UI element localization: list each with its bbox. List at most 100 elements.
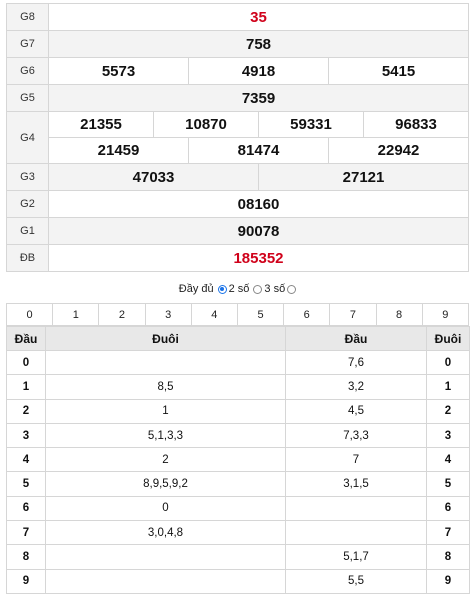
row-head-values: 5,1,7 — [285, 544, 427, 570]
row-tail-values: 3,0,4,8 — [45, 520, 286, 546]
row-tail-values — [45, 349, 286, 376]
option-three-digits[interactable]: 3 số — [251, 283, 298, 295]
prize-label: G3 — [6, 163, 49, 191]
results-table: G8 35 G7 758 G6 5573 4918 5415 G5 7359 G… — [6, 3, 469, 272]
row-head-values — [285, 495, 427, 522]
row-tail-values: 5,1,3,3 — [45, 422, 286, 449]
row-tail-values — [45, 568, 286, 594]
row-head-values: 3,2 — [285, 374, 427, 400]
row-head-digit: 0 — [6, 349, 46, 376]
display-mode-toggle: Đầy đủ 2 số 3 số — [6, 276, 469, 302]
digit-button-4[interactable]: 4 — [190, 303, 238, 326]
prize-value: 7359 — [48, 84, 469, 112]
prize-value: 4918 — [188, 57, 329, 85]
prize-value: 81474 — [188, 137, 329, 164]
prize-value: 10870 — [153, 111, 259, 138]
prize-label: G4 — [6, 111, 49, 164]
prize-value: 5415 — [328, 57, 469, 85]
digit-button-0[interactable]: 0 — [5, 303, 54, 326]
row-tail-values — [45, 544, 286, 570]
option-three-label: 3 số — [264, 283, 286, 295]
row-tail-digit: 9 — [426, 568, 470, 594]
prize-row-db: ĐB 185352 — [6, 244, 469, 272]
prize-label: ĐB — [6, 244, 49, 272]
prize-value: 90078 — [48, 217, 469, 245]
row-head-values: 5,5 — [285, 568, 427, 594]
row-head-digit: 3 — [6, 422, 46, 449]
header-duoi-2: Đuôi — [426, 326, 470, 351]
row-head-digit: 7 — [6, 520, 46, 546]
row-head-values: 7,3,3 — [285, 422, 427, 449]
header-duoi: Đuôi — [45, 326, 286, 351]
row-head-values: 3,1,5 — [285, 471, 427, 497]
table-row: 0 7,6 0 — [6, 349, 470, 376]
row-tail-digit: 3 — [426, 422, 470, 449]
digit-button-1[interactable]: 1 — [52, 303, 100, 326]
row-head-digit: 9 — [6, 568, 46, 594]
option-full[interactable]: Đầy đủ — [179, 283, 214, 295]
row-tail-digit: 4 — [426, 447, 470, 473]
row-head-digit: 6 — [6, 495, 46, 522]
row-tail-values: 1 — [45, 398, 286, 424]
header-dau-2: Đầu — [285, 326, 427, 351]
prize-value: 59331 — [258, 111, 364, 138]
table-row: 5 8,9,5,9,2 3,1,5 5 — [6, 471, 470, 497]
row-tail-digit: 1 — [426, 374, 470, 400]
row-head-digit: 4 — [6, 447, 46, 473]
prize-row-g5: G5 7359 — [6, 84, 469, 112]
prize-value: 5573 — [48, 57, 189, 85]
prize-label: G5 — [6, 84, 49, 112]
row-tail-digit: 5 — [426, 471, 470, 497]
row-head-values: 7,6 — [285, 349, 427, 376]
row-tail-digit: 2 — [426, 398, 470, 424]
table-row: 9 5,5 9 — [6, 568, 470, 594]
prize-value: 21459 — [48, 137, 189, 164]
row-head-digit: 8 — [6, 544, 46, 570]
header-dau: Đầu — [6, 326, 46, 351]
prize-label: G1 — [6, 217, 49, 245]
prize-value: 758 — [48, 30, 469, 58]
radio-unchecked-icon[interactable] — [287, 284, 297, 294]
digit-button-6[interactable]: 6 — [283, 303, 331, 326]
radio-unchecked-icon[interactable] — [253, 284, 263, 294]
prize-row-g4-second: 21459 81474 22942 — [7, 137, 469, 164]
prize-value: 21355 — [48, 111, 154, 138]
option-full-label: Đầy đủ — [178, 283, 214, 295]
row-head-values — [285, 520, 427, 546]
digit-button-8[interactable]: 8 — [375, 303, 423, 326]
prize-value: 35 — [48, 3, 469, 31]
row-head-values: 7 — [285, 447, 427, 473]
radio-checked-icon[interactable] — [217, 284, 227, 294]
digit-button-2[interactable]: 2 — [98, 303, 146, 326]
prize-label: G2 — [6, 190, 49, 218]
prize-row-g3: G3 47033 27121 — [6, 163, 469, 191]
table-row: 2 1 4,5 2 — [6, 398, 470, 424]
row-tail-digit: 7 — [426, 520, 470, 546]
prize-value: 08160 — [48, 190, 469, 218]
row-tail-digit: 6 — [426, 495, 470, 522]
prize-row-g4: G4 21355 10870 59331 96833 — [6, 111, 469, 164]
prize-row-g7: G7 758 — [6, 30, 469, 58]
option-two-digits[interactable]: 2 số — [216, 283, 250, 295]
prize-row-g1: G1 90078 — [6, 217, 469, 245]
row-tail-values: 8,9,5,9,2 — [45, 471, 286, 497]
option-two-label: 2 số — [228, 283, 250, 295]
row-tail-digit: 0 — [426, 349, 470, 376]
digit-button-7[interactable]: 7 — [329, 303, 377, 326]
prize-value: 47033 — [48, 163, 259, 191]
loto-table: Đầu Đuôi Đầu Đuôi 0 7,6 0 1 8,5 3,2 1 2 1 4,5 2 3 5,… — [6, 326, 470, 594]
row-tail-values: 8,5 — [45, 374, 286, 400]
row-head-values: 4,5 — [285, 398, 427, 424]
digit-button-9[interactable]: 9 — [421, 303, 470, 326]
digit-button-3[interactable]: 3 — [144, 303, 192, 326]
row-head-digit: 1 — [6, 374, 46, 400]
digit-button-5[interactable]: 5 — [236, 303, 285, 326]
row-tail-values: 2 — [45, 447, 286, 473]
prize-value: 96833 — [363, 111, 469, 138]
prize-value: 27121 — [258, 163, 469, 191]
prize-label: G7 — [6, 30, 49, 58]
digit-filter: 0 1 2 3 4 5 6 7 8 9 — [5, 303, 470, 326]
prize-row-g2: G2 08160 — [6, 190, 469, 218]
